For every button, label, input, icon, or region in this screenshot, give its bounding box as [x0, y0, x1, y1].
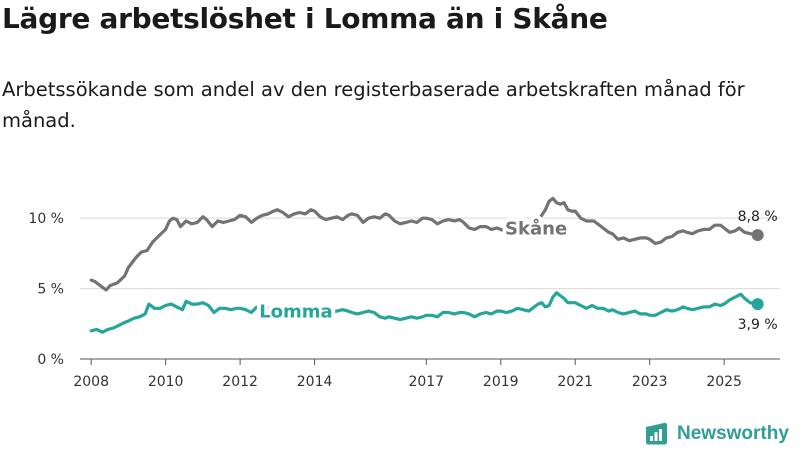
end-value-label-lomma: 3,9 % — [738, 317, 778, 333]
y-tick-label: 0 % — [37, 352, 64, 368]
grid — [80, 217, 780, 360]
axes: 0 % 5 % 10 % 2008 2010 2012 2014 2017 2019 2021 20… — [28, 211, 742, 390]
y-tick-label: 10 % — [28, 211, 64, 227]
x-tick-label: 2021 — [557, 374, 593, 390]
newsworthy-logo-icon — [646, 422, 667, 445]
x-tick-label: 2025 — [706, 374, 742, 390]
series-line-skne — [89, 196, 760, 292]
x-tick-label: 2019 — [483, 374, 519, 390]
series-line-lomma — [89, 291, 760, 334]
x-tick-label: 2017 — [408, 374, 444, 390]
end-marker-lomma — [751, 298, 764, 311]
chart-subtitle: Arbetssökande som andel av den registerb… — [2, 78, 745, 132]
y-tick-label: 5 % — [37, 282, 64, 298]
series-name-label-skne: Skåne — [505, 217, 567, 239]
series-name-label-lomma: Lomma — [259, 301, 333, 322]
x-tick-label: 2023 — [632, 374, 668, 390]
x-tick-label: 2010 — [148, 374, 184, 390]
series-labels: 8,8 % 3,9 % Skåne Lomma — [255, 209, 778, 333]
x-tick-label: 2014 — [297, 374, 333, 390]
brand-name: Newsworthy — [677, 423, 789, 444]
brand-logo[interactable]: Newsworthy — [643, 419, 789, 449]
x-tick-label: 2008 — [73, 374, 109, 390]
end-value-label-skne: 8,8 % — [738, 209, 778, 225]
chart-title: Lägre arbetslöshet i Lomma än i Skåne — [2, 2, 608, 35]
end-marker-skne — [751, 229, 764, 242]
series — [89, 196, 764, 334]
x-tick-label: 2012 — [222, 374, 258, 390]
